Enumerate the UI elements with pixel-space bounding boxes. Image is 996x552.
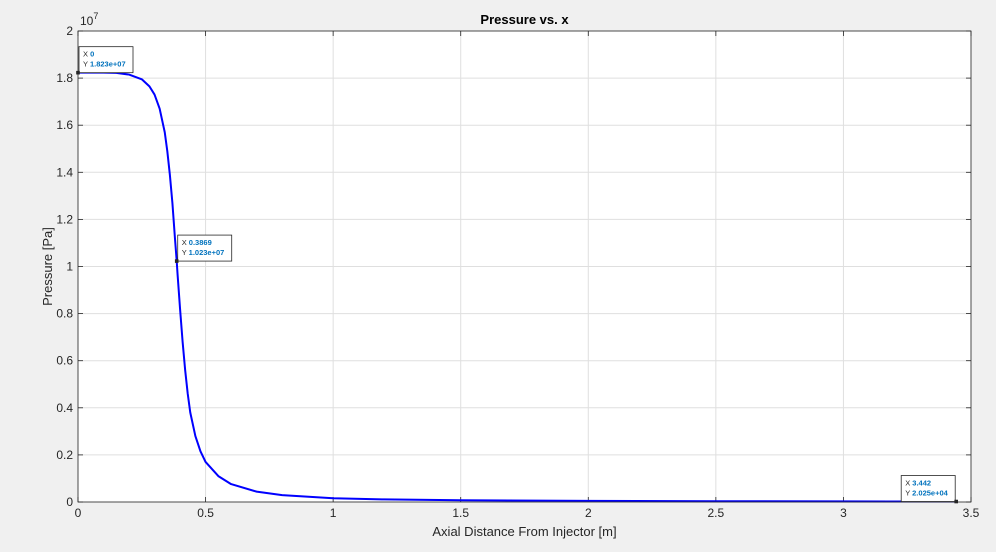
datatip-box <box>177 234 233 262</box>
datatip-marker <box>76 70 80 75</box>
datatip-x-label: X <box>182 238 189 247</box>
y-tick-label: 1 <box>66 260 73 274</box>
chart-title: Pressure vs. x <box>480 12 569 27</box>
x-tick-label: 0 <box>75 506 82 520</box>
y-tick-label: 0.6 <box>56 354 73 368</box>
x-tick-label: 2.5 <box>708 506 725 520</box>
y-tick-label: 1.2 <box>56 212 73 226</box>
axes-box <box>77 30 972 503</box>
x-tick-label: 0.5 <box>197 506 214 520</box>
x-tick-label: 1 <box>330 506 337 520</box>
datatip-y-text: Y 1.823e+07 <box>83 60 126 69</box>
y-tick-label: 0.8 <box>56 307 73 321</box>
datatip-x-value: 0.3869 <box>189 238 212 247</box>
datatip-x-text: X 3.442 <box>905 479 931 488</box>
y-tick-label: 1.8 <box>56 71 73 85</box>
datatip-y-label: Y <box>182 248 189 257</box>
datatip-y-label: Y <box>905 489 912 498</box>
y-exponent-base: 10 <box>80 14 94 28</box>
y-tick-label: 0.4 <box>56 401 73 415</box>
datatip-box <box>900 475 956 502</box>
tick-labels: 0 0.5 1 1.5 2 2.5 3 3.5 0 0.2 0.4 0.6 0.8 1 1.2 1.4 1.6 1… <box>56 24 979 520</box>
datatip-marker <box>174 259 179 263</box>
datatip-y-value: 1.023e+07 <box>189 248 225 257</box>
series-line[interactable] <box>78 71 957 503</box>
datatip-x-value: 0 <box>90 50 94 59</box>
y-axis-exponent: 107 <box>80 11 98 28</box>
datatip-y-text: Y 1.023e+07 <box>182 248 225 257</box>
plot-lines <box>78 71 957 503</box>
datatip[interactable]: X 0Y 1.823e+07 <box>76 46 134 75</box>
x-tick-label: 3 <box>840 506 847 520</box>
x-tick-label: 2 <box>585 506 592 520</box>
datatip-y-value: 2.025e+04 <box>912 489 948 498</box>
y-tick-label: 0.2 <box>56 448 73 462</box>
x-axis-title: Axial Distance From Injector [m] <box>432 524 616 539</box>
datatip-box <box>78 46 134 74</box>
y-tick-label: 2 <box>66 24 73 38</box>
y-exponent-power: 7 <box>93 11 98 21</box>
datatip-x-text: X 0.3869 <box>182 238 212 247</box>
y-tick-label: 0 <box>66 495 73 509</box>
datatip-x-label: X <box>905 479 912 488</box>
x-tick-label: 3.5 <box>963 506 980 520</box>
datatip-marker <box>954 499 959 504</box>
datatip-x-value: 3.442 <box>912 479 931 488</box>
x-tick-label: 1.5 <box>452 506 469 520</box>
datatip-x-label: X <box>83 50 90 59</box>
y-axis-title: Pressure [Pa] <box>40 227 55 306</box>
datatip-x-text: X 0 <box>83 50 94 59</box>
datatip-y-text: Y 2.025e+04 <box>905 489 948 498</box>
datatip-y-label: Y <box>83 60 90 69</box>
y-tick-label: 1.4 <box>56 165 73 179</box>
datatip-y-value: 1.823e+07 <box>90 60 126 69</box>
y-tick-label: 1.6 <box>56 118 73 132</box>
